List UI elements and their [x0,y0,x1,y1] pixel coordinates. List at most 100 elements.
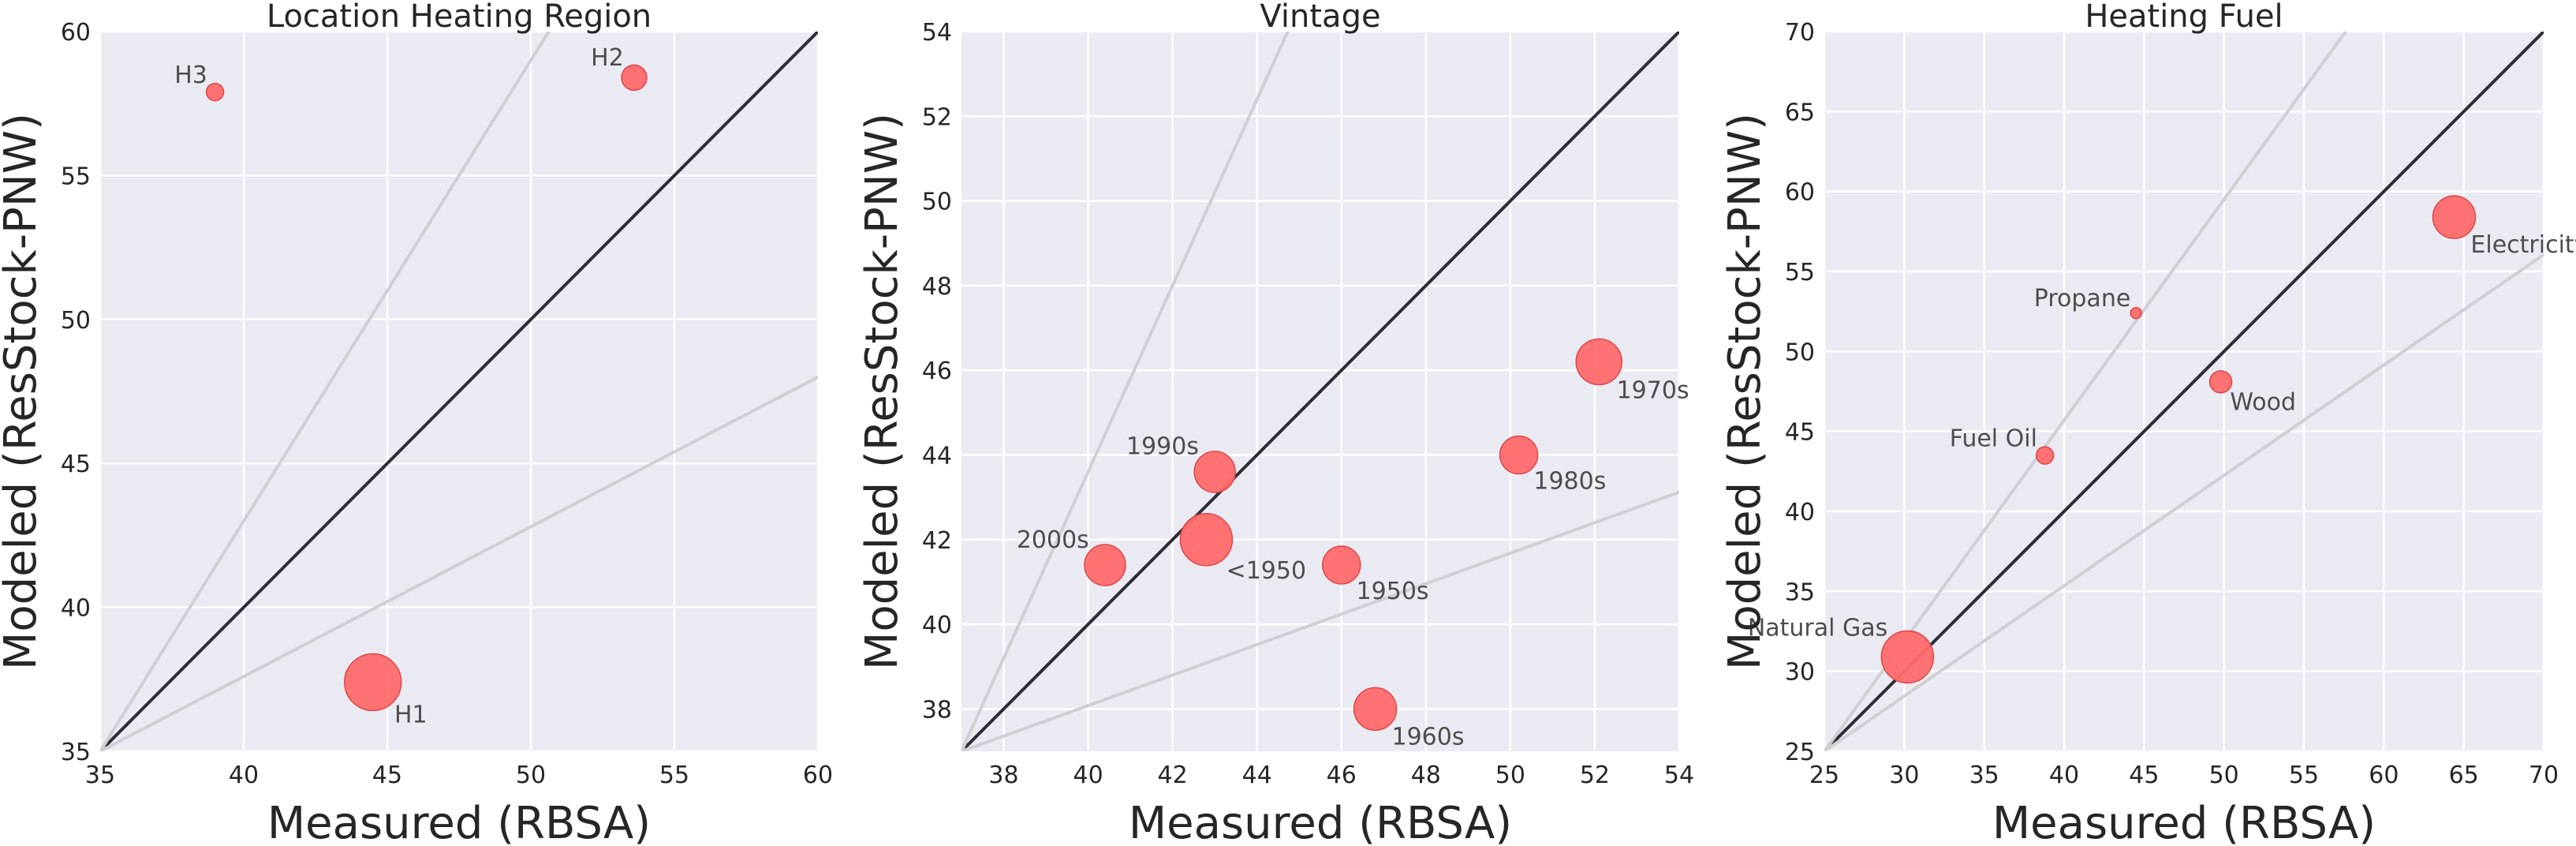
x-tick-label: 30 [1889,762,1919,789]
y-tick-label: 52 [922,103,952,131]
data-point-1980s [1499,435,1539,475]
point-label-fuel-oil: Fuel Oil [1950,425,2037,452]
data-point-pre-1950 [1179,513,1234,567]
y-tick-label: 50 [61,307,91,335]
panel-title: Vintage [1260,0,1380,35]
point-label-h2: H2 [591,44,624,72]
reference-line [961,490,1679,751]
data-point-2000s [1084,544,1126,586]
point-label-1960s: 1960s [1391,723,1464,751]
identity-line [100,32,818,751]
reference-line [1824,253,2544,751]
data-point-h2 [621,64,648,92]
y-tick-label: 46 [922,357,952,385]
point-label-1970s: 1970s [1617,377,1689,405]
x-tick-label: 60 [803,762,833,789]
point-label-2000s: 2000s [1017,526,1089,554]
y-tick-label: 38 [922,696,952,724]
reference-line [100,375,818,751]
data-point-propane [2130,306,2142,320]
x-tick-label: 35 [1969,762,1999,789]
point-label-wood: Wood [2230,389,2296,417]
y-tick-label: 30 [1785,659,1815,687]
data-point-natural-gas [1880,630,1935,684]
x-tick-label: 70 [2529,762,2559,789]
x-axis-label: Measured (RBSA) [1129,798,1512,846]
y-tick-label: 50 [1785,339,1815,366]
point-label-natural-gas: Natural Gas [1748,614,1887,642]
x-tick-label: 40 [1073,762,1103,789]
x-tick-label: 50 [516,762,546,789]
y-tick-label: 25 [1785,739,1815,766]
y-tick-label: 40 [61,595,91,623]
x-tick-label: 55 [659,762,689,789]
data-point-wood [2208,370,2233,394]
y-tick-label: 35 [1785,578,1815,606]
reference-line [961,32,1290,751]
x-tick-label: 50 [2209,762,2239,789]
x-tick-label: 45 [372,762,402,789]
data-point-h3 [205,82,225,102]
y-tick-label: 55 [61,163,91,190]
y-tick-label: 40 [1785,499,1815,526]
x-tick-label: 52 [1580,762,1610,789]
y-tick-label: 60 [61,19,91,47]
point-label-h1: H1 [394,702,427,729]
y-tick-label: 60 [1785,179,1815,207]
y-tick-label: 45 [1785,419,1815,447]
y-tick-label: 44 [922,442,952,470]
x-tick-label: 46 [1327,762,1357,789]
y-axis-label: Modeled (ResStock-PNW) [857,113,908,670]
data-point-1950s [1322,545,1361,585]
x-tick-label: 44 [1242,762,1272,789]
y-tick-label: 48 [922,273,952,301]
x-tick-label: 60 [2369,762,2399,789]
panel-title: Location Heating Region [267,0,651,35]
y-tick-label: 65 [1785,99,1815,126]
data-point-electricity [2432,195,2477,239]
y-tick-label: 54 [922,19,952,47]
y-tick-label: 70 [1785,19,1815,47]
x-tick-label: 65 [2449,762,2479,789]
point-label-electricity: Electricity [2470,231,2576,259]
y-axis-label: Modeled (ResStock-PNW) [1719,113,1771,670]
x-tick-label: 54 [1664,762,1694,789]
panel-heating-fuel: Electricity Natural Gas Fuel Oil Propane Woo… [1719,0,2576,846]
x-tick-label: 50 [1495,762,1525,789]
reference-line [1824,32,2348,751]
panel-location-heating-region: H1 H2 H3 35 40 45 50 55 60 35 40 45 50 55 60 Location H… [0,0,833,846]
y-tick-label: 35 [61,739,91,766]
data-point-1960s [1353,687,1398,732]
y-tick-label: 45 [61,451,91,478]
x-tick-label: 35 [85,762,115,789]
y-tick-label: 42 [922,527,952,555]
y-tick-label: 40 [922,612,952,639]
x-tick-label: 25 [1809,762,1839,789]
x-tick-label: 42 [1158,762,1188,789]
y-axis-label: Modeled (ResStock-PNW) [0,113,47,670]
x-axis-label: Measured (RBSA) [1992,798,2376,846]
data-point-1970s [1575,338,1623,386]
point-label-pre-1950: <1950 [1226,557,1306,585]
x-tick-label: 55 [2289,762,2319,789]
x-axis-label: Measured (RBSA) [267,798,651,846]
x-tick-label: 45 [2129,762,2159,789]
point-label-1990s: 1990s [1126,433,1199,461]
data-point-1990s [1193,451,1236,493]
point-label-1980s: 1980s [1533,467,1606,495]
identity-line [961,32,1679,751]
reference-line [100,32,551,751]
panel-vintage: <1950 1950s 1960s 1970s 1980s 1990s 2000s 38 40 4… [857,0,1694,846]
x-tick-label: 40 [2049,762,2079,789]
x-tick-label: 48 [1411,762,1441,789]
point-label-1950s: 1950s [1357,578,1429,605]
x-tick-label: 40 [229,762,259,789]
x-tick-label: 38 [988,762,1018,789]
y-tick-label: 50 [922,189,952,216]
point-label-propane: Propane [2034,285,2131,313]
point-label-h3: H3 [174,62,207,89]
data-point-h1 [344,653,402,712]
identity-line [1824,32,2544,751]
data-point-fuel-oil [2035,446,2055,465]
